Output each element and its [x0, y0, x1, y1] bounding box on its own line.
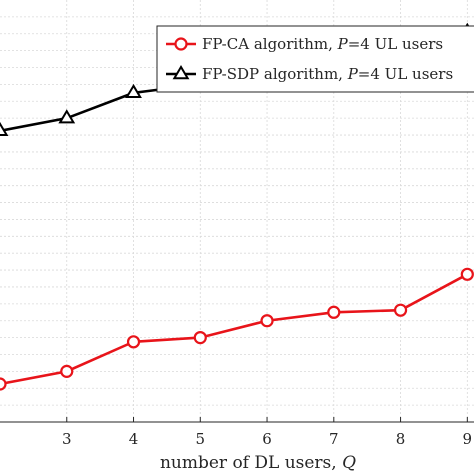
data-point [0, 377, 7, 391]
x-tick-label: 8 [396, 430, 406, 448]
x-tick-labels: 3 4 5 6 7 8 9 [62, 430, 472, 448]
data-point [60, 364, 74, 378]
data-point [327, 305, 341, 319]
legend-marker [174, 37, 188, 51]
data-point [58, 109, 76, 124]
x-tick-label: 3 [62, 430, 72, 448]
x-tick-label: 5 [196, 430, 206, 448]
data-point [126, 335, 141, 349]
legend-marker [172, 65, 190, 80]
legend-label: FP-SDP algorithm, P=4 UL users [202, 65, 453, 83]
legend: FP-CA algorithm, P=4 UL users FP-SDP algo… [156, 25, 474, 93]
legend-label: FP-CA algorithm, P=4 UL users [202, 35, 443, 53]
x-axis-label-variable: Q [342, 453, 356, 473]
series-1 [0, 267, 474, 391]
x-axis-label: number of DL users, Q [160, 453, 356, 473]
data-point [260, 314, 274, 328]
legend-box [156, 25, 474, 93]
x-tick-label: 7 [329, 430, 339, 448]
x-axis-label-text: number of DL users, [160, 453, 342, 473]
axes [0, 417, 474, 423]
data-point [193, 331, 207, 345]
data-point [125, 83, 142, 99]
data-point [393, 303, 408, 317]
x-tick-label: 9 [463, 430, 473, 448]
data-point [0, 121, 9, 137]
series-line [0, 273, 468, 386]
x-tick-label: 4 [129, 430, 139, 448]
x-tick-label: 6 [262, 430, 272, 448]
data-point [460, 267, 474, 281]
